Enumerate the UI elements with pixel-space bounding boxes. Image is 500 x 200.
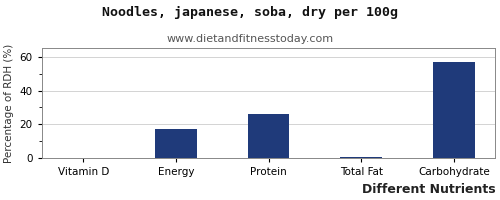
Bar xyxy=(340,157,382,158)
Text: Noodles, japanese, soba, dry per 100g: Noodles, japanese, soba, dry per 100g xyxy=(102,6,398,19)
Y-axis label: Percentage of RDH (%): Percentage of RDH (%) xyxy=(4,44,14,163)
Bar xyxy=(433,62,475,158)
Bar xyxy=(155,129,197,158)
X-axis label: Different Nutrients: Different Nutrients xyxy=(362,183,496,196)
Text: www.dietandfitnesstoday.com: www.dietandfitnesstoday.com xyxy=(166,34,334,44)
Bar xyxy=(248,114,290,158)
